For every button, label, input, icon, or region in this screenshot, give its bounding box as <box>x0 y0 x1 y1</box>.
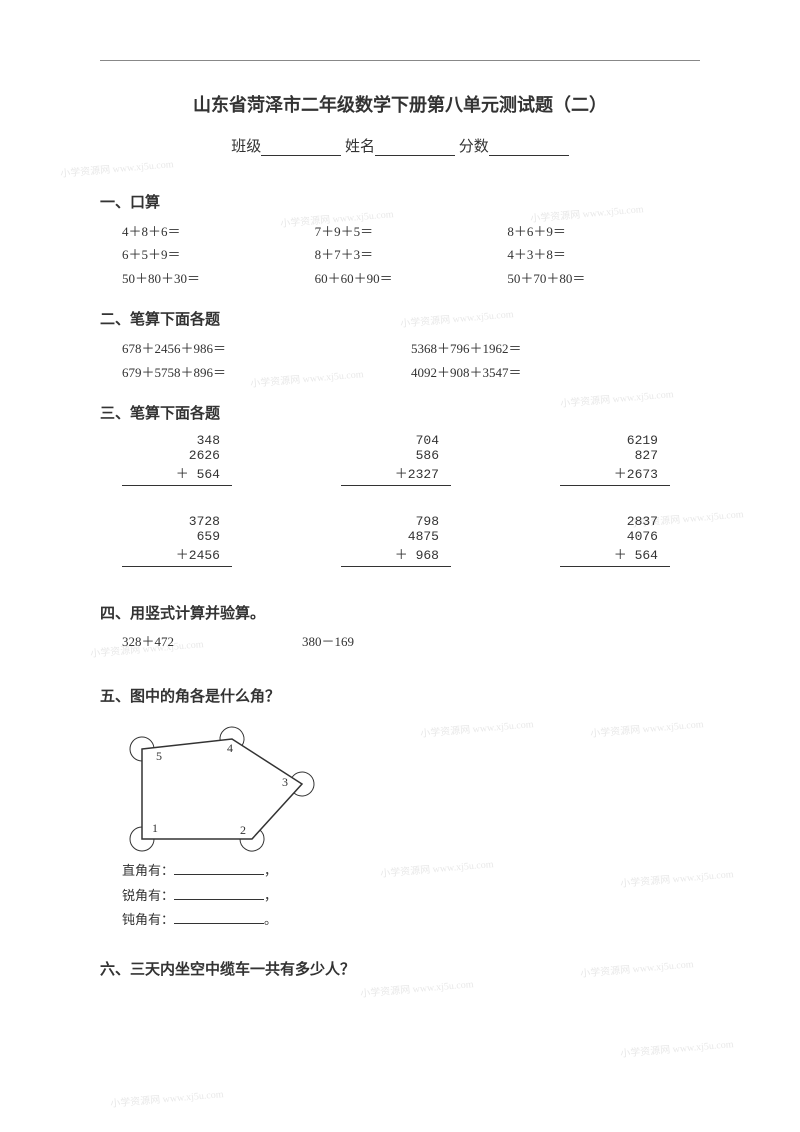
section5-title: 五、图中的角各是什么角？ <box>100 685 700 706</box>
svg-text:5: 5 <box>156 749 162 763</box>
section4-title: 四、用竖式计算并验算。 <box>100 602 700 623</box>
acute-angle-blank <box>174 899 264 900</box>
s1-r3-c2: 60＋60＋90＝ <box>315 267 508 290</box>
s1-r3-c1: 50＋80＋30＝ <box>122 267 315 290</box>
svg-text:2: 2 <box>240 823 246 837</box>
name-label: 姓名 <box>345 139 375 155</box>
section3-title: 三、笔算下面各题 <box>100 402 700 423</box>
section1-problems: 4＋8＋6＝ 7＋9＋5＝ 8＋6＋9＝ 6＋5＋9＝ 8＋7＋3＝ 4＋3＋8… <box>100 220 700 290</box>
angle-answers: 直角有：， 锐角有：， 钝角有：。 <box>100 859 700 933</box>
s2-r2-c2: 4092＋908＋3547＝ <box>411 361 700 384</box>
section6-title: 六、三天内坐空中缆车一共有多少人？ <box>100 958 700 979</box>
svg-text:3: 3 <box>282 775 288 789</box>
s1-r1-c1: 4＋8＋6＝ <box>122 220 315 243</box>
columnar-1: 348 2626 ＋ 564 <box>122 433 232 486</box>
s4-p2: 380－169 <box>302 631 482 650</box>
right-angle-blank <box>174 874 264 875</box>
watermark: 小学资源网 www.xj5u.com <box>590 715 704 740</box>
s1-r2-c2: 8＋7＋3＝ <box>315 243 508 266</box>
document-title: 山东省菏泽市二年级数学下册第八单元测试题（二） <box>100 91 700 117</box>
right-angle-label: 直角有： <box>122 863 174 878</box>
top-separator <box>100 60 700 61</box>
s1-r1-c3: 8＋6＋9＝ <box>507 220 700 243</box>
watermark: 小学资源网 www.xj5u.com <box>420 715 534 740</box>
name-blank <box>375 155 455 156</box>
score-blank <box>489 155 569 156</box>
svg-text:1: 1 <box>152 821 158 835</box>
header-fields: 班级 姓名 分数 <box>100 135 700 156</box>
obtuse-angle-blank <box>174 923 264 924</box>
obtuse-angle-label: 钝角有： <box>122 912 174 927</box>
s1-r1-c2: 7＋9＋5＝ <box>315 220 508 243</box>
s2-r1-c2: 5368＋796＋1962＝ <box>411 337 700 360</box>
s2-r2-c1: 679＋5758＋896＝ <box>122 361 411 384</box>
section1-title: 一、口算 <box>100 191 700 212</box>
s1-r3-c3: 50＋70＋80＝ <box>507 267 700 290</box>
columnar-6: 2837 4076 ＋ 564 <box>560 514 670 567</box>
section2-title: 二、笔算下面各题 <box>100 308 700 329</box>
section3-row2: 3728 659 ＋2456 798 4875 ＋ 968 2837 4076 … <box>100 514 700 567</box>
watermark: 小学资源网 www.xj5u.com <box>620 1035 734 1060</box>
section4-problems: 328＋472 380－169 <box>100 631 700 650</box>
section3-row1: 348 2626 ＋ 564 704 586 ＋2327 6219 827 ＋2… <box>100 433 700 486</box>
watermark: 小学资源网 www.xj5u.com <box>60 155 174 180</box>
columnar-5: 798 4875 ＋ 968 <box>341 514 451 567</box>
s2-r1-c1: 678＋2456＋986＝ <box>122 337 411 360</box>
svg-text:4: 4 <box>227 741 233 755</box>
acute-angle-label: 锐角有： <box>122 888 174 903</box>
s1-r2-c1: 6＋5＋9＝ <box>122 243 315 266</box>
section2-problems: 678＋2456＋986＝ 5368＋796＋1962＝ 679＋5758＋89… <box>100 337 700 384</box>
class-blank <box>261 155 341 156</box>
columnar-4: 3728 659 ＋2456 <box>122 514 232 567</box>
columnar-3: 6219 827 ＋2673 <box>560 433 670 486</box>
class-label: 班级 <box>231 139 261 155</box>
score-label: 分数 <box>459 139 489 155</box>
polygon-figure: 5 4 3 2 1 <box>122 724 322 854</box>
watermark: 小学资源网 www.xj5u.com <box>110 1085 224 1110</box>
s1-r2-c3: 4＋3＋8＝ <box>507 243 700 266</box>
s4-p1: 328＋472 <box>122 631 302 650</box>
columnar-2: 704 586 ＋2327 <box>341 433 451 486</box>
